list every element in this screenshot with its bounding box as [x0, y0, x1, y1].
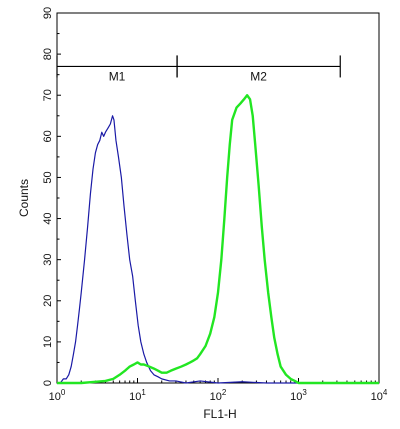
- y-tick-label: 40: [42, 212, 54, 224]
- y-tick-label: 0: [42, 380, 54, 386]
- marker-label: M1: [109, 69, 126, 83]
- y-tick-label: 70: [42, 89, 54, 101]
- x-tick-label: 100: [49, 388, 66, 403]
- y-tick-label: 50: [42, 171, 54, 183]
- x-tick-label: 102: [210, 388, 227, 403]
- y-tick-label: 20: [42, 295, 54, 307]
- y-tick-label: 30: [42, 254, 54, 266]
- x-tick-label: 104: [371, 388, 388, 403]
- y-axis: 0 10 20 30 40 50 60 70 80 90: [42, 7, 61, 386]
- marker-label: M2: [250, 69, 267, 83]
- histogram-series-2: [57, 94, 379, 385]
- y-axis-title: Counts: [17, 179, 31, 217]
- y-tick-label: 90: [42, 7, 54, 19]
- y-tick-label: 10: [42, 336, 54, 348]
- series-layer: [57, 94, 379, 385]
- x-axis-title: FL1-H: [203, 407, 236, 421]
- x-tick-label: 103: [290, 388, 307, 403]
- marker-gates: M1 M2: [56, 55, 341, 83]
- y-tick-label: 80: [42, 48, 54, 60]
- histogram-series-1: [57, 115, 379, 384]
- plot-frame: [56, 12, 380, 384]
- y-tick-label: 60: [42, 130, 54, 142]
- x-tick-label: 101: [129, 388, 146, 403]
